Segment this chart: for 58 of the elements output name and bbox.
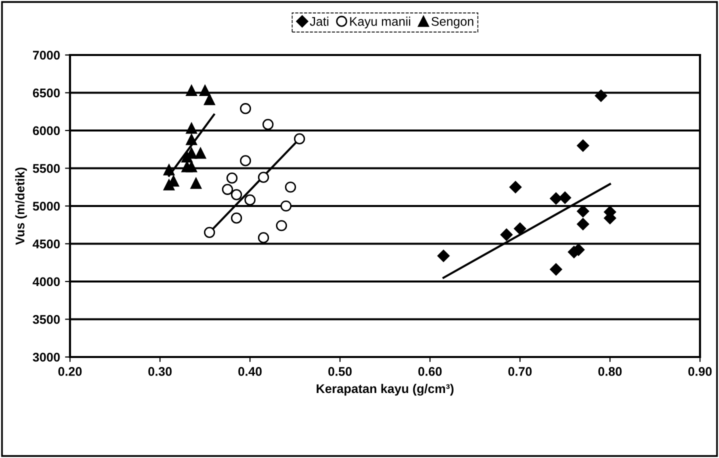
point <box>558 192 572 204</box>
point <box>550 263 562 276</box>
point <box>294 133 306 144</box>
point <box>226 172 238 184</box>
x-tick-label: 0.60 <box>418 367 442 376</box>
point <box>437 250 450 262</box>
y-tick-label: 4500 <box>32 240 60 248</box>
legend-label: Jati <box>310 16 328 26</box>
point <box>240 103 252 114</box>
point <box>550 192 562 205</box>
x-tick-label: 0.80 <box>598 367 622 376</box>
point <box>500 228 513 241</box>
x-tick-label: 0.50 <box>328 367 352 376</box>
point <box>163 164 175 176</box>
point <box>230 189 242 200</box>
x-axis-title: Kerapatan kayu (g/cm³) <box>316 384 454 396</box>
legend-label: Kayu manii <box>350 16 410 28</box>
point <box>276 220 288 232</box>
point <box>280 200 292 212</box>
point <box>186 161 198 172</box>
point <box>186 84 198 96</box>
x-tick-label: 0.30 <box>148 367 172 376</box>
point <box>222 184 234 195</box>
y-axis-title: Vus (m/detik) <box>15 168 27 245</box>
y-tick-label: 6000 <box>32 126 60 136</box>
point <box>199 84 211 96</box>
point <box>194 148 206 159</box>
point <box>181 151 193 162</box>
point <box>258 232 270 244</box>
y-tick-label: 3500 <box>32 315 60 324</box>
point <box>284 182 296 193</box>
x-tick-label: 0.90 <box>688 367 712 376</box>
point <box>190 178 202 189</box>
point <box>230 212 242 224</box>
point <box>262 118 274 130</box>
x-tick-label: 0.20 <box>58 367 82 376</box>
point <box>204 226 216 238</box>
y-tick-label: 6500 <box>32 88 60 98</box>
point <box>186 122 198 134</box>
point <box>258 172 270 183</box>
y-tick-label: 5500 <box>32 164 60 173</box>
point <box>240 155 252 166</box>
y-tick-label: 3000 <box>32 352 60 362</box>
point <box>594 90 608 102</box>
point <box>514 222 526 235</box>
y-tick-label: 5000 <box>32 202 60 211</box>
y-tick-label: 7000 <box>33 50 60 60</box>
legend-label: Sengon <box>432 17 474 28</box>
point <box>576 205 590 218</box>
point <box>576 140 590 152</box>
point <box>509 181 522 194</box>
point <box>244 194 256 206</box>
point <box>186 134 198 146</box>
x-tick-label: 0.70 <box>508 367 532 376</box>
x-tick-label: 0.40 <box>238 367 262 376</box>
point <box>576 218 590 230</box>
point <box>204 94 216 106</box>
y-tick-label: 4000 <box>32 277 60 286</box>
